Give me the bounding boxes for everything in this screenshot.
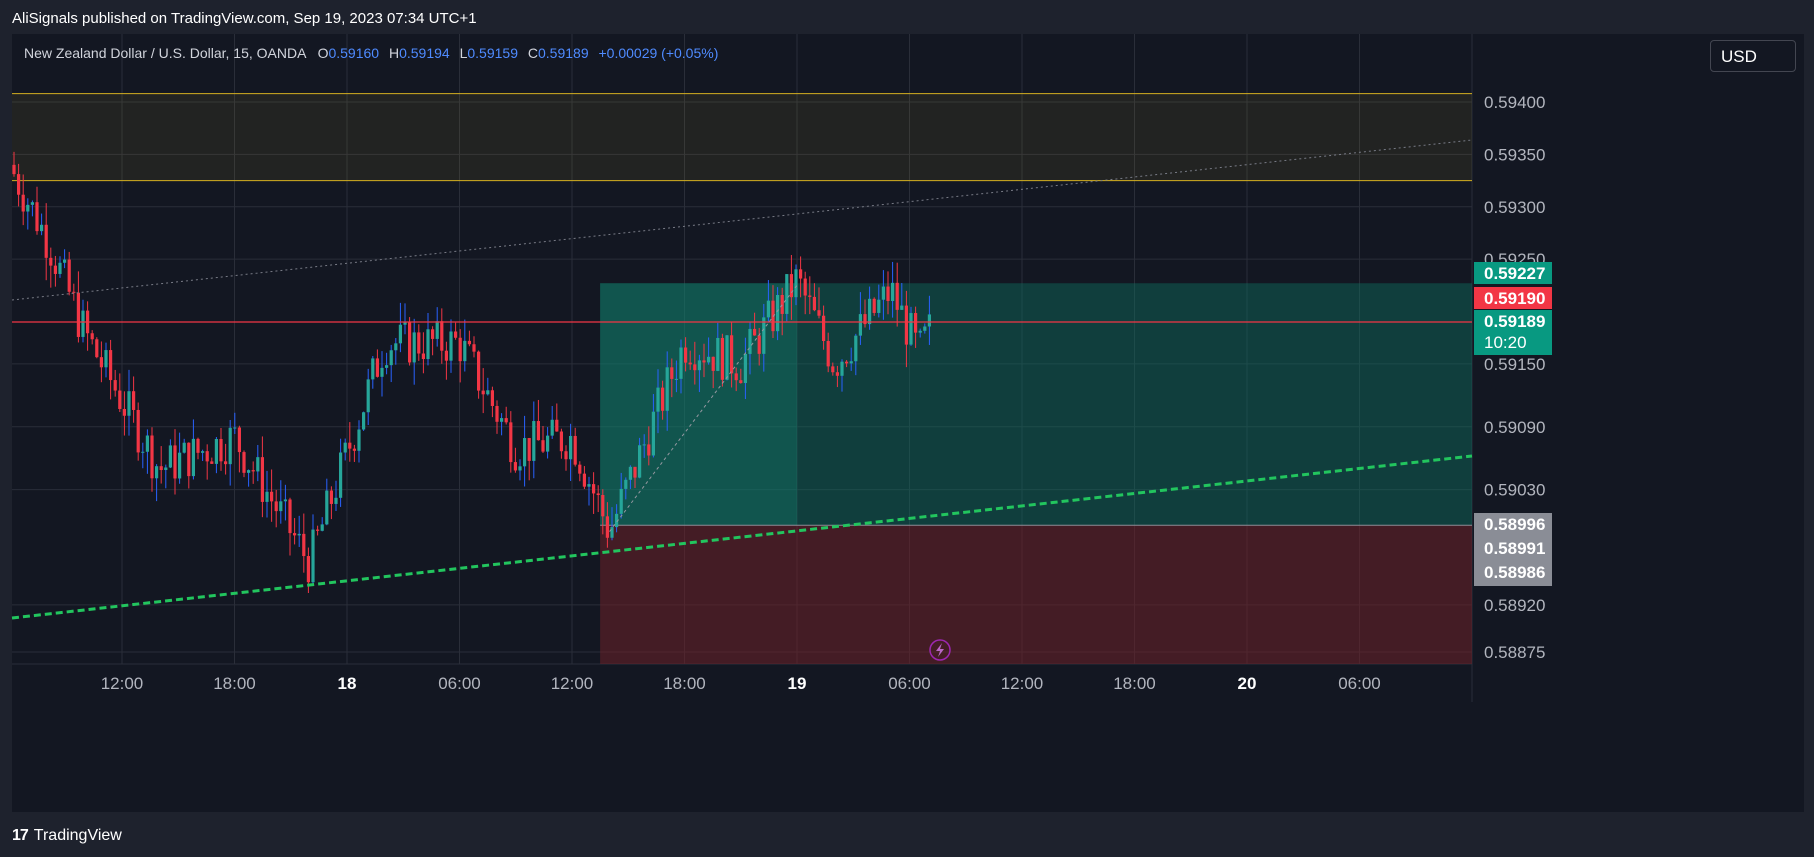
tradingview-brand[interactable]: 17 TradingView [12,827,122,845]
published-caption: AliSignals published on TradingView.com,… [12,10,477,27]
legend-open-value: 0.59160 [328,45,380,61]
legend-o-label: O [317,45,329,61]
legend-h-label: H [388,45,400,61]
footer: 17 TradingView [0,812,1814,857]
chart-area[interactable] [12,34,1804,812]
legend-low-value: 0.59159 [467,45,518,61]
currency-button[interactable]: USD [1710,40,1796,72]
legend-change: +0.00029 (+0.05%) [598,45,719,61]
legend-c-label: C [527,45,538,61]
symbol-legend: New Zealand Dollar / U.S. Dollar, 15, OA… [24,45,718,61]
legend-close-value: 0.59189 [538,45,589,61]
legend-l-label: L [459,45,468,61]
tradingview-logo-icon: 17 [12,827,29,844]
brand-name: TradingView [33,827,122,844]
symbol-name: New Zealand Dollar / U.S. Dollar, 15, OA… [24,45,306,61]
publish-header: AliSignals published on TradingView.com,… [0,0,1814,34]
legend-high-value: 0.59194 [399,45,450,61]
